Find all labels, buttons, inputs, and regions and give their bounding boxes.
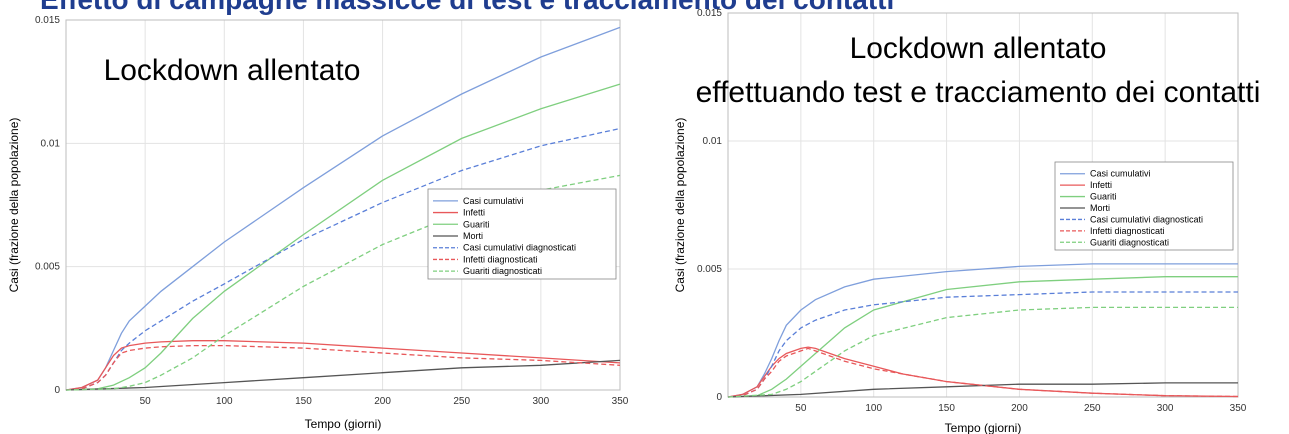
x-tick-label: 300 bbox=[533, 396, 550, 407]
y-axis-label: Casi (frazione della popolazione) bbox=[673, 118, 687, 293]
chart-title-line: effettuando test e tracciamento dei cont… bbox=[696, 76, 1261, 109]
series-line-6 bbox=[727, 347, 1239, 398]
legend-label: Casi cumulativi bbox=[1090, 169, 1151, 179]
series-line-5 bbox=[65, 127, 621, 391]
x-tick-label: 150 bbox=[295, 396, 312, 407]
y-tick-label: 0 bbox=[716, 392, 722, 403]
axes-box bbox=[727, 12, 1239, 398]
x-axis-label: Tempo (giorni) bbox=[305, 417, 382, 431]
y-tick-label: 0.01 bbox=[41, 138, 61, 149]
series-line-3 bbox=[727, 276, 1238, 398]
legend-label: Guariti diagnosticati bbox=[1090, 237, 1169, 247]
series-line-1 bbox=[727, 263, 1238, 398]
y-tick-label: 0.01 bbox=[703, 136, 723, 147]
series-line-4 bbox=[65, 359, 621, 391]
series-line-3 bbox=[65, 83, 621, 391]
y-tick-label: 0 bbox=[54, 385, 60, 396]
x-tick-label: 350 bbox=[1230, 403, 1247, 414]
legend-label: Infetti bbox=[1090, 180, 1112, 190]
legend-box bbox=[1054, 161, 1234, 251]
legend-label: Casi cumulativi diagnosticati bbox=[463, 243, 576, 253]
legend-label: Guariti bbox=[1090, 192, 1117, 202]
legend-label: Casi cumulativi diagnosticati bbox=[1090, 214, 1203, 224]
series-line-7 bbox=[65, 174, 621, 391]
x-tick-label: 50 bbox=[795, 403, 807, 414]
legend-box bbox=[427, 188, 617, 280]
chart-lockdown-allentato: 50 100 150 200 250 300 350 0 0.005 0.01 0.015 Lockd… bbox=[7, 15, 629, 431]
legend-label: Guariti bbox=[463, 219, 490, 229]
page-title: Effetto di campagne massicce di test e t… bbox=[40, 0, 894, 14]
x-tick-label: 50 bbox=[140, 396, 152, 407]
x-tick-label: 300 bbox=[1157, 403, 1174, 414]
legend-label: Infetti diagnosticati bbox=[1090, 226, 1165, 236]
x-tick-label: 250 bbox=[1084, 403, 1101, 414]
axes-box bbox=[65, 19, 621, 391]
chart-title-line: Lockdown allentato bbox=[104, 54, 361, 87]
chart-title-line: Lockdown allentato bbox=[850, 32, 1107, 65]
legend-label: Infetti bbox=[463, 208, 485, 218]
y-tick-label: 0.015 bbox=[35, 15, 60, 26]
x-tick-label: 100 bbox=[216, 396, 233, 407]
series-line-7 bbox=[727, 306, 1238, 398]
legend-label: Infetti diagnosticati bbox=[463, 254, 538, 264]
y-tick-label: 0.005 bbox=[697, 264, 722, 275]
x-tick-label: 200 bbox=[374, 396, 391, 407]
legend-label: Casi cumulativi bbox=[463, 196, 524, 206]
y-tick-label: 0.015 bbox=[697, 8, 722, 19]
series-line-4 bbox=[727, 382, 1238, 398]
series-line-6 bbox=[65, 344, 621, 391]
x-tick-label: 350 bbox=[612, 396, 629, 407]
series-line-2 bbox=[65, 340, 621, 391]
legend-label: Guariti diagnosticati bbox=[463, 266, 542, 276]
legend-label: Morti bbox=[1090, 203, 1110, 213]
x-tick-label: 100 bbox=[865, 403, 882, 414]
legend-label: Morti bbox=[463, 231, 483, 241]
y-axis-label: Casi (frazione della popolazione) bbox=[7, 118, 21, 293]
x-tick-label: 250 bbox=[453, 396, 470, 407]
x-tick-label: 150 bbox=[938, 403, 955, 414]
x-axis-label: Tempo (giorni) bbox=[945, 421, 1022, 434]
x-tick-label: 200 bbox=[1011, 403, 1028, 414]
y-tick-label: 0.005 bbox=[35, 262, 60, 273]
